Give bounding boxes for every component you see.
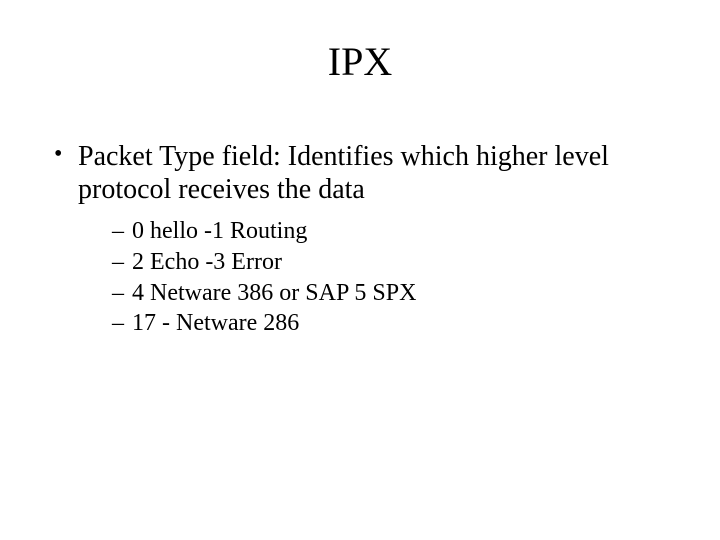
- slide-body: Packet Type field: Identifies which high…: [54, 140, 666, 339]
- sub-bullet-list: 0 hello -1 Routing 2 Echo -3 Error 4 Net…: [54, 216, 666, 339]
- bullet-level2: 2 Echo -3 Error: [112, 247, 666, 278]
- bullet-level2-text: 0 hello -1 Routing: [132, 218, 307, 244]
- slide: IPX Packet Type field: Identifies which …: [0, 0, 720, 540]
- bullet-level2: 17 - Netware 286: [112, 308, 666, 339]
- bullet-level2-text: 17 - Netware 286: [132, 310, 299, 336]
- slide-title: IPX: [0, 38, 720, 85]
- bullet-level2-text: 4 Netware 386 or SAP 5 SPX: [132, 280, 416, 306]
- bullet-level2: 4 Netware 386 or SAP 5 SPX: [112, 278, 666, 309]
- bullet-level2: 0 hello -1 Routing: [112, 216, 666, 247]
- bullet-level1-text: Packet Type field: Identifies which high…: [78, 141, 609, 205]
- bullet-level2-text: 2 Echo -3 Error: [132, 249, 282, 275]
- bullet-level1: Packet Type field: Identifies which high…: [54, 140, 666, 206]
